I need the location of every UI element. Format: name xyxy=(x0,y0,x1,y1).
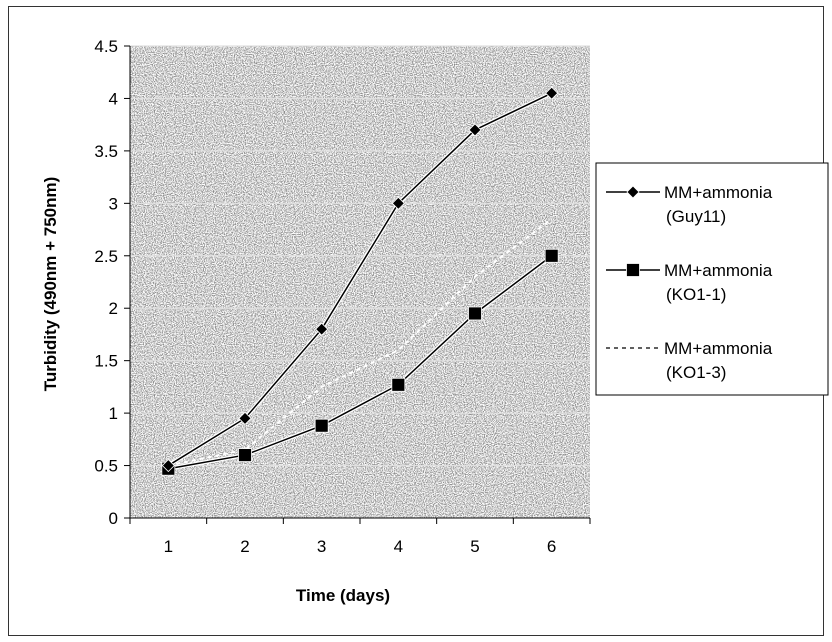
x-tick-label: 2 xyxy=(240,537,249,556)
data-point xyxy=(239,449,252,462)
y-tick-label: 3 xyxy=(109,194,118,213)
y-axis-title: Turbidity (490nm + 750nm) xyxy=(41,177,60,392)
x-tick-label: 1 xyxy=(164,537,173,556)
legend-label: MM+ammonia xyxy=(664,183,773,202)
y-tick-label: 2.5 xyxy=(94,247,118,266)
legend-marker xyxy=(627,264,640,277)
data-point xyxy=(545,249,558,262)
x-axis-title: Time (days) xyxy=(296,586,390,605)
legend-label: (Guy11) xyxy=(666,207,726,226)
y-tick-label: 4.5 xyxy=(94,37,118,56)
y-tick-label: 1 xyxy=(109,404,118,423)
y-tick-label: 0 xyxy=(109,509,118,528)
data-point xyxy=(392,378,405,391)
data-point xyxy=(315,419,328,432)
data-point xyxy=(469,307,482,320)
y-tick-label: 1.5 xyxy=(94,352,118,371)
y-tick-label: 0.5 xyxy=(94,457,118,476)
y-tick-label: 4 xyxy=(109,89,118,108)
x-tick-label: 6 xyxy=(547,537,556,556)
legend-label: MM+ammonia xyxy=(664,339,773,358)
y-tick-label: 3.5 xyxy=(94,142,118,161)
x-axis-ticks: 1 2 3 4 5 6 xyxy=(130,518,590,556)
legend-label: (KO1-1) xyxy=(666,285,726,304)
legend: MM+ammonia (Guy11) MM+ammonia (KO1-1) MM+amm… xyxy=(596,163,828,395)
legend-label: (KO1-3) xyxy=(666,363,726,382)
y-axis-ticks: 0 0.5 1 1.5 2 2.5 3 3.5 4 4.5 xyxy=(94,37,130,528)
legend-label: MM+ammonia xyxy=(664,261,773,280)
x-tick-label: 3 xyxy=(317,537,326,556)
x-tick-label: 4 xyxy=(394,537,403,556)
y-tick-label: 2 xyxy=(109,299,118,318)
x-tick-label: 5 xyxy=(470,537,479,556)
